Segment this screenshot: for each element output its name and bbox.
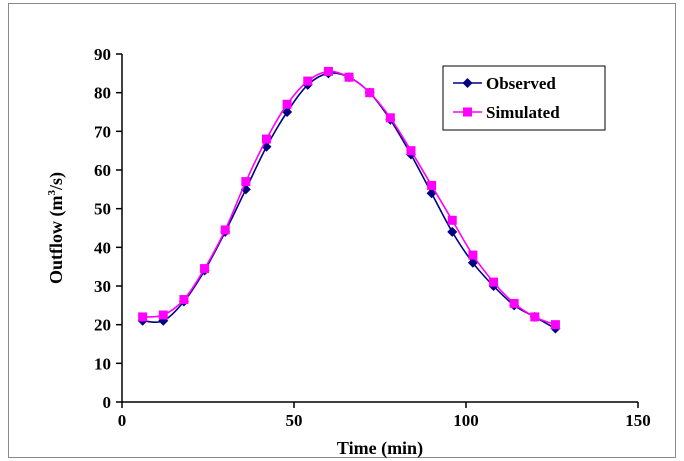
data-point-simulated [427, 180, 437, 190]
legend-item-observed: Observed [453, 74, 556, 93]
x-tick-label: 0 [118, 411, 127, 430]
x-ticks: 0 50 100 150 [118, 402, 651, 430]
data-point-simulated [323, 66, 333, 76]
data-point-simulated [344, 72, 354, 82]
y-axis-title-tail: /s) [46, 172, 67, 191]
y-ticks: 0 10 20 30 40 50 60 70 80 90 [94, 45, 122, 412]
legend-label-observed: Observed [486, 74, 556, 93]
legend-marker-observed [462, 78, 473, 88]
x-axis-title: Time (min) [337, 438, 423, 459]
data-point-simulated [282, 99, 292, 109]
data-point-observed [467, 257, 478, 268]
y-tick-label: 20 [94, 316, 111, 335]
data-point-simulated [303, 76, 313, 86]
data-point-observed [447, 226, 458, 237]
y-tick-label: 30 [94, 277, 111, 296]
data-point-simulated [468, 250, 478, 260]
data-point-observed [282, 107, 293, 117]
data-point-simulated [447, 215, 457, 225]
legend-box [442, 65, 606, 131]
data-point-simulated [365, 88, 375, 98]
data-point-simulated [158, 310, 168, 320]
y-tick-label: 40 [94, 238, 111, 257]
legend: Observed Simulated [442, 65, 606, 131]
data-point-simulated [179, 295, 189, 305]
series-layer [137, 66, 561, 334]
data-point-simulated [530, 312, 540, 322]
legend-item-simulated: Simulated [453, 103, 560, 122]
y-tick-label: 80 [94, 84, 111, 103]
y-axis-title-main: Outflow (m [46, 196, 67, 285]
y-tick-label: 70 [94, 122, 111, 141]
legend-marker-simulated [463, 107, 472, 117]
data-point-simulated [509, 298, 519, 308]
y-tick-label: 10 [94, 354, 111, 373]
y-tick-label: 0 [103, 393, 112, 412]
data-point-simulated [220, 225, 230, 235]
y-axis-title: Outflow (m3/s) [46, 172, 67, 284]
y-tick-label: 60 [94, 161, 111, 180]
data-point-simulated [550, 320, 560, 330]
y-axis-title-sup: 3 [46, 190, 58, 196]
series-simulated [138, 66, 560, 330]
data-point-simulated [241, 177, 251, 187]
y-tick-label: 90 [94, 45, 111, 64]
x-tick-label: 100 [453, 411, 479, 430]
legend-label-simulated: Simulated [486, 103, 560, 122]
y-tick-label: 50 [94, 200, 111, 219]
data-point-simulated [489, 277, 499, 287]
data-point-simulated [200, 264, 210, 274]
axes [121, 54, 638, 403]
data-point-simulated [385, 113, 395, 123]
data-point-simulated [138, 312, 148, 322]
data-point-simulated [406, 146, 416, 156]
x-tick-label: 50 [286, 411, 303, 430]
data-point-simulated [261, 134, 271, 144]
x-tick-label: 150 [625, 411, 651, 430]
